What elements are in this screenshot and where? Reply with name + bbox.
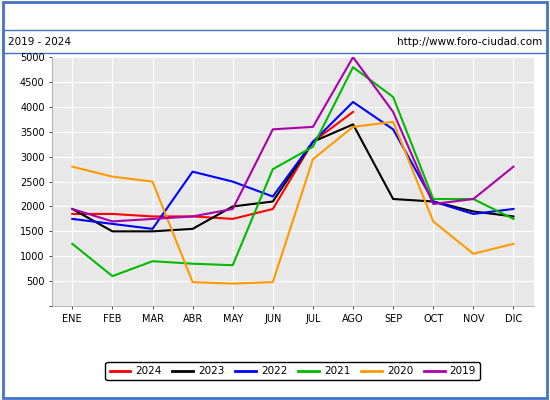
Text: Evolucion Nº Turistas Nacionales en el municipio de Medina-Sidonia: Evolucion Nº Turistas Nacionales en el m… <box>50 8 501 22</box>
Text: http://www.foro-ciudad.com: http://www.foro-ciudad.com <box>397 37 542 47</box>
Text: 2019 - 2024: 2019 - 2024 <box>8 37 71 47</box>
Legend: 2024, 2023, 2022, 2021, 2020, 2019: 2024, 2023, 2022, 2021, 2020, 2019 <box>106 362 480 380</box>
